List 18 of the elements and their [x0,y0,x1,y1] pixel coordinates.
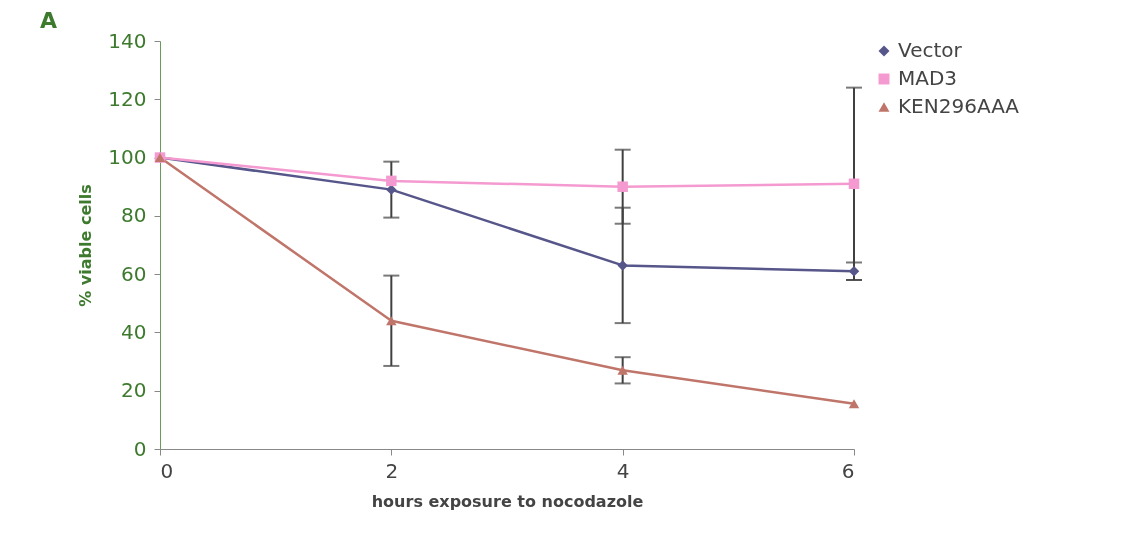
legend-label: MAD3 [898,66,958,90]
x-tick-label: 6 [841,458,855,483]
y-tick-label: 40 [121,319,147,344]
legend-label: Vector [898,38,963,62]
x-axis-title: hours exposure to nocodazole [371,491,644,511]
legend-label: KEN296AAA [898,94,1020,118]
x-tick-label: 0 [160,458,174,483]
y-tick-label: 100 [108,145,147,170]
y-axis-title: % viable cells [76,184,96,307]
y-tick-label: 80 [121,203,147,228]
y-tick-label: 60 [121,261,147,286]
y-tick-label: 140 [108,28,147,53]
text: A [40,8,58,33]
x-tick-label: 2 [385,458,399,483]
y-tick-label: 0 [133,436,147,461]
x-tick-label: 4 [616,458,630,483]
y-tick-label: 120 [108,86,147,111]
y-tick-label: 20 [121,378,147,403]
